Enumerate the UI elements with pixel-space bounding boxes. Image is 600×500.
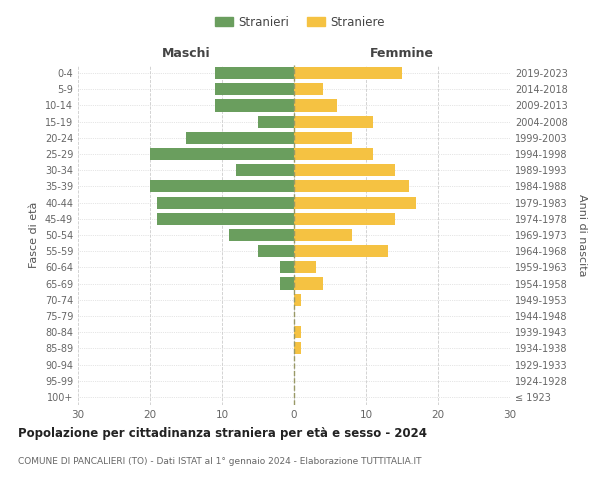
Text: Femmine: Femmine [370,47,434,60]
Bar [294,262,316,274]
Bar [294,245,388,258]
Bar [150,148,294,160]
Text: COMUNE DI PANCALIERI (TO) - Dati ISTAT al 1° gennaio 2024 - Elaborazione TUTTITA: COMUNE DI PANCALIERI (TO) - Dati ISTAT a… [18,458,421,466]
Y-axis label: Fasce di età: Fasce di età [29,202,39,268]
Bar [294,229,352,241]
Bar [294,196,416,208]
Bar [258,245,294,258]
Bar [157,196,294,208]
Bar [294,148,373,160]
Bar [294,116,373,128]
Bar [294,83,323,96]
Bar [150,180,294,192]
Bar [157,212,294,225]
Bar [186,132,294,144]
Bar [294,180,409,192]
Bar [280,278,294,289]
Bar [294,67,402,79]
Bar [294,132,352,144]
Legend: Stranieri, Straniere: Stranieri, Straniere [210,11,390,34]
Text: Popolazione per cittadinanza straniera per età e sesso - 2024: Popolazione per cittadinanza straniera p… [18,428,427,440]
Bar [215,83,294,96]
Bar [294,294,301,306]
Bar [294,326,301,338]
Bar [294,278,323,289]
Bar [294,212,395,225]
Bar [294,100,337,112]
Bar [294,342,301,354]
Y-axis label: Anni di nascita: Anni di nascita [577,194,587,276]
Bar [280,262,294,274]
Bar [236,164,294,176]
Bar [294,164,395,176]
Text: Maschi: Maschi [161,47,211,60]
Bar [215,100,294,112]
Bar [215,67,294,79]
Bar [258,116,294,128]
Bar [229,229,294,241]
